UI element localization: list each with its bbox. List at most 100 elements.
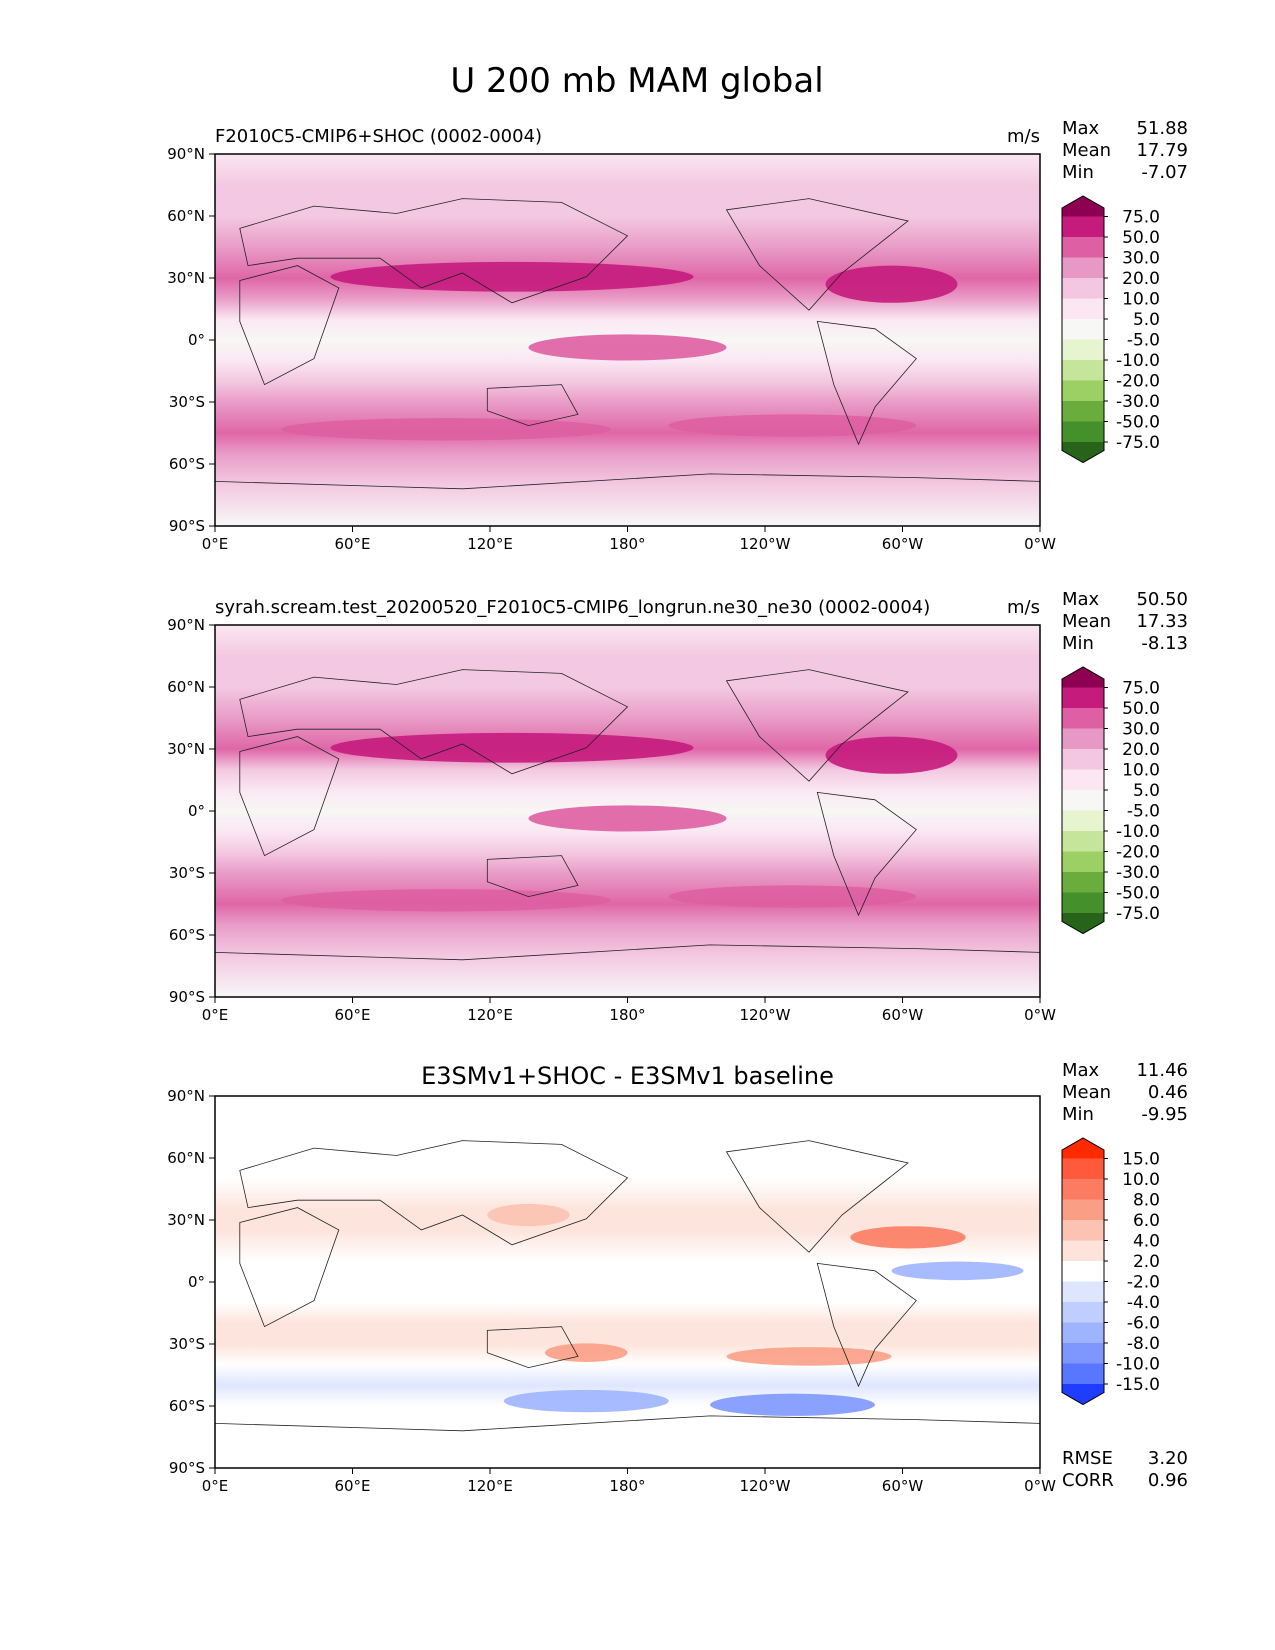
stat-value-mean: 0.46 [1148, 1082, 1188, 1103]
colorbar-segment [1062, 872, 1104, 893]
stat-value-max: 51.88 [1136, 118, 1188, 139]
stat-value-min: -8.13 [1141, 633, 1188, 654]
colorbar-label: 75.0 [1122, 679, 1160, 699]
colorbar-outline [1061, 1137, 1105, 1406]
colorbar-segment [1062, 319, 1104, 340]
coastline-4 [725, 669, 909, 782]
jet-core-2 [825, 736, 958, 774]
colorbar-extend-max [1062, 667, 1104, 688]
jet-core-5 [528, 805, 727, 832]
colorbar-label: -6.0 [1127, 1314, 1160, 1334]
colorbar-label: 50.0 [1122, 228, 1160, 248]
y-tick-label: 30°S [169, 393, 205, 411]
colorbar-segment [1062, 298, 1104, 320]
x-tick-label: 180° [609, 1006, 645, 1024]
coastline-5 [816, 1262, 917, 1388]
jet-core-7 [891, 1261, 1024, 1281]
colorbar-label: -15.0 [1116, 1375, 1160, 1395]
colorbar-label: -5.0 [1127, 331, 1160, 351]
colorbar-segment [1062, 421, 1104, 443]
x-tick-label: 60°W [882, 1477, 924, 1495]
stat-label-mean: Mean [1062, 611, 1111, 632]
coastline-3 [486, 384, 579, 427]
stat-label-mean: Mean [1062, 1082, 1111, 1103]
corr-value: 0.96 [1148, 1470, 1188, 1491]
axes: 0°E 60°E 120°E 180° 120°W 60°W 0°W 90°N 60°N 30°N… [167, 145, 1056, 553]
axes: 0°E 60°E 120°E 180° 120°W 60°W 0°W 90°N 60°N 30°N… [167, 616, 1056, 1024]
stats-block: Max 50.50 Mean 17.33 Min -8.13 [1062, 589, 1188, 654]
x-tick-label: 120°W [740, 1477, 791, 1495]
colorbar-label: 10.0 [1122, 1170, 1160, 1190]
coastline-5 [816, 320, 917, 446]
colorbar-segment [1062, 1343, 1104, 1364]
jet-core-4 [668, 885, 917, 908]
colorbar-label: -8.0 [1127, 1334, 1160, 1354]
colorbar-segment [1062, 1179, 1104, 1200]
stat-label-min: Min [1062, 1104, 1094, 1125]
y-tick-label: 60°N [167, 1149, 205, 1167]
colorbar-label: -50.0 [1116, 413, 1160, 433]
panel-3: 0°E 60°E 120°E 180° 120°W 60°W 0°W 90°N 60°N 30°N… [167, 1060, 1188, 1495]
panel-units: m/s [1007, 597, 1040, 618]
x-tick-label: 0°E [202, 535, 229, 553]
y-tick-label: 0° [188, 1273, 205, 1291]
colorbar-segment [1062, 1281, 1104, 1303]
x-tick-label: 60°W [882, 535, 924, 553]
colorbar-segment [1062, 728, 1104, 750]
y-tick-label: 60°N [167, 207, 205, 225]
colorbar-segment [1062, 360, 1104, 381]
stat-value-max: 50.50 [1136, 589, 1188, 610]
colorbar-segment [1062, 851, 1104, 873]
axes: 0°E 60°E 120°E 180° 120°W 60°W 0°W 90°N 60°N 30°N… [167, 1087, 1056, 1495]
coastline-1 [239, 669, 629, 775]
y-tick-label: 30°S [169, 864, 205, 882]
x-tick-label: 120°W [740, 1006, 791, 1024]
colorbar-label: 2.0 [1133, 1252, 1160, 1272]
panel-title: E3SMv1+SHOC - E3SMv1 baseline [421, 1062, 834, 1090]
colorbar-label: 75.0 [1122, 208, 1160, 228]
colorbar-extend-max [1062, 196, 1104, 217]
jet-core-1 [330, 261, 694, 292]
x-tick-label: 120°W [740, 535, 791, 553]
coastline-6 [214, 1415, 1041, 1432]
jet-core-3 [545, 1343, 628, 1362]
y-tick-label: 30°N [167, 269, 205, 287]
colorbar-label: -75.0 [1116, 433, 1160, 453]
colorbar-label: 15.0 [1122, 1150, 1160, 1170]
x-tick-label: 180° [609, 535, 645, 553]
colorbar-extend-max [1062, 1138, 1104, 1159]
colorbar-segment [1062, 1261, 1104, 1282]
coastline-2 [239, 265, 340, 386]
colorbar-segment [1062, 810, 1104, 832]
jet-core-4 [668, 414, 917, 437]
colorbar-outline [1061, 195, 1105, 464]
map-area [214, 625, 1041, 997]
colorbar-label: -30.0 [1116, 392, 1160, 412]
stat-label-max: Max [1062, 118, 1100, 139]
coastline-1 [239, 1140, 629, 1246]
colorbar-segment [1062, 339, 1104, 361]
jet-core-3 [281, 418, 611, 441]
y-tick-label: 30°N [167, 740, 205, 758]
stat-value-mean: 17.33 [1136, 611, 1188, 632]
colorbar-label: 5.0 [1133, 310, 1160, 330]
colorbar-label: 20.0 [1122, 269, 1160, 289]
y-tick-label: 30°N [167, 1211, 205, 1229]
colorbar-label: -10.0 [1116, 351, 1160, 371]
colorbar-extend-min [1062, 1384, 1104, 1405]
colorbar-extend-min [1062, 442, 1104, 463]
colorbar-segment [1062, 237, 1104, 258]
colorbar-segment [1062, 1240, 1104, 1262]
colorbar-segment [1062, 687, 1104, 709]
y-tick-label: 0° [188, 802, 205, 820]
coastline-6 [214, 473, 1041, 490]
colorbar-segment [1062, 1220, 1104, 1241]
colorbar-segment [1062, 380, 1104, 402]
colorbar-outline [1061, 666, 1105, 935]
jet-core-3 [281, 889, 611, 912]
x-tick-label: 120°E [467, 1477, 513, 1495]
colorbar-segment [1062, 892, 1104, 914]
coastline-5 [816, 791, 917, 917]
jet-core-5 [710, 1393, 875, 1416]
y-tick-label: 90°S [169, 517, 205, 535]
